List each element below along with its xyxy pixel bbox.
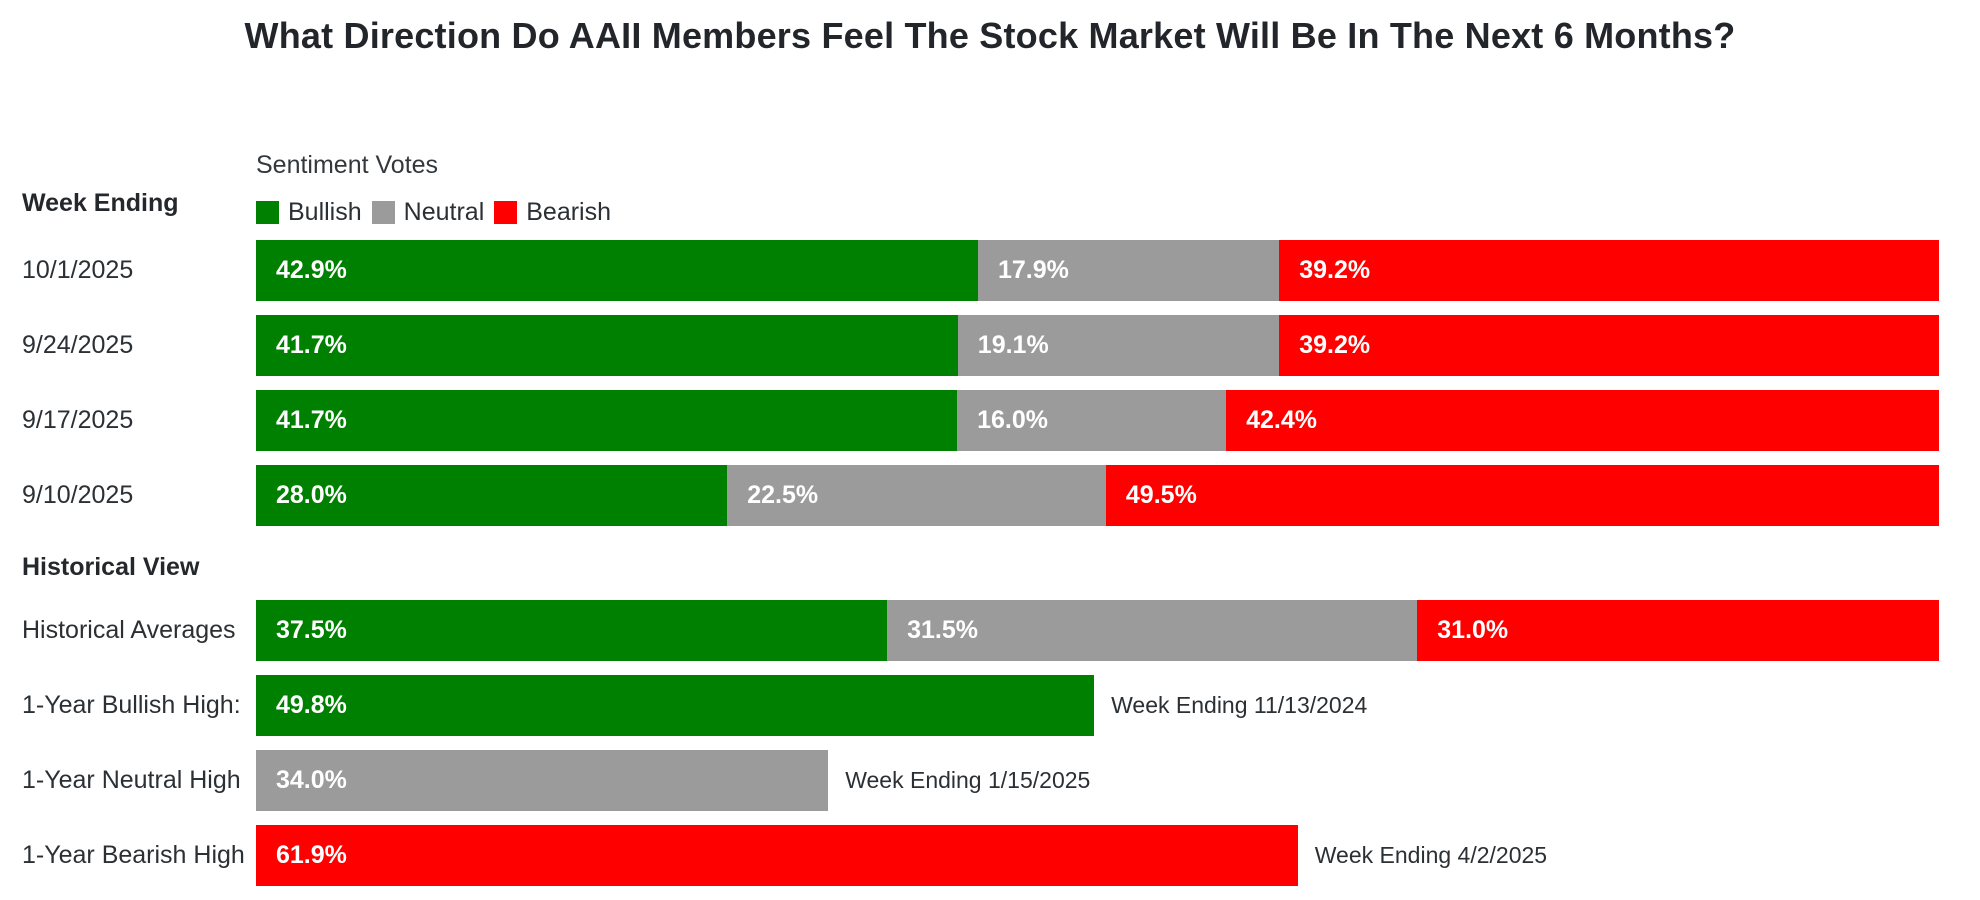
row-date-label: 9/24/2025 — [22, 331, 134, 359]
row-label: 1-Year Bearish High — [22, 841, 245, 869]
sentiment-bar-track: 42.9% 17.9% 39.2% — [256, 240, 1939, 301]
bar-segment-neutral: 22.5% — [727, 465, 1106, 526]
row-date-label: 9/17/2025 — [22, 406, 134, 434]
bar-value-label: 42.4% — [1246, 406, 1318, 434]
bar-segment-bullish: 41.7% — [256, 390, 958, 451]
bar-segment-bearish: 61.9% — [256, 825, 1298, 886]
legend-label-bullish: Bullish — [288, 198, 362, 226]
sentiment-bar-track: 41.7% 16.0% 42.4% — [256, 390, 1939, 451]
historical-averages-row: Historical Averages 37.5% 31.5% 31.0% — [0, 600, 1939, 661]
legend-swatch-bullish-icon — [256, 201, 279, 224]
bar-value-label: 42.9% — [276, 256, 347, 284]
legend-swatch-bearish-icon — [494, 201, 518, 224]
chart-title: What Direction Do AAII Members Feel The … — [244, 15, 1736, 56]
weekly-sentiment-row: 9/10/2025 28.0% 22.5% 49.5% — [0, 465, 1939, 526]
bar-value-label: 28.0% — [276, 481, 347, 509]
bar-segment-neutral: 34.0% — [256, 750, 829, 811]
sentiment-bar-track: 41.7% 19.1% 39.2% — [256, 315, 1939, 376]
legend: Sentiment Votes Bullish Neutral Bearish — [256, 150, 621, 226]
bar-value-label: 22.5% — [747, 481, 819, 509]
bar-value-label: 49.5% — [1125, 481, 1197, 509]
bar-value-label: 16.0% — [977, 406, 1048, 434]
bar-value-label: 31.5% — [907, 616, 979, 644]
bar-value-label: 41.7% — [276, 406, 347, 434]
sentiment-bar-track: 49.8% Week Ending 11/13/2024 — [256, 675, 1939, 736]
historical-rows-section: Historical Averages 37.5% 31.5% 31.0% 1-Year… — [0, 600, 1939, 900]
row-label: 1-Year Neutral High — [22, 766, 241, 794]
bar-value-label: 49.8% — [276, 691, 347, 719]
weekly-sentiment-row: 10/1/2025 42.9% 17.9% 39.2% — [0, 240, 1939, 301]
bar-segment-neutral: 17.9% — [978, 240, 1280, 301]
bar-value-label: 19.1% — [977, 331, 1049, 359]
bar-segment-bearish: 39.2% — [1279, 315, 1939, 376]
bar-segment-neutral: 31.5% — [887, 600, 1418, 661]
bar-segment-bullish: 42.9% — [256, 240, 978, 301]
weekly-sentiment-row: 9/24/2025 41.7% 19.1% 39.2% — [0, 315, 1939, 376]
weekly-rows-section: 10/1/2025 42.9% 17.9% 39.2% 9/24/2025 41.7% 19… — [0, 240, 1939, 540]
bar-annotation-label: Week Ending 1/15/2025 — [845, 767, 1091, 793]
legend-swatch-neutral-icon — [371, 201, 395, 224]
bar-annotation-label: Week Ending 11/13/2024 — [1111, 692, 1368, 718]
bar-segment-neutral: 16.0% — [957, 390, 1227, 451]
bar-segment-bullish: 37.5% — [256, 600, 888, 661]
weekly-sentiment-row: 9/17/2025 41.7% 16.0% 42.4% — [0, 390, 1939, 451]
week-ending-column-header: Week Ending — [22, 189, 179, 217]
bar-value-label: 41.7% — [276, 331, 347, 359]
bar-value-label: 17.9% — [998, 256, 1069, 284]
bar-segment-bullish: 49.8% — [256, 675, 1095, 736]
bar-segment-bearish: 39.2% — [1279, 240, 1939, 301]
bar-segment-bearish: 31.0% — [1417, 600, 1939, 661]
sentiment-bar-track: 34.0% Week Ending 1/15/2025 — [256, 750, 1939, 811]
bar-segment-bearish: 42.4% — [1226, 390, 1939, 451]
bar-segment-bullish: 41.7% — [256, 315, 958, 376]
historical-view-header: Historical View — [22, 553, 200, 581]
historical-extreme-row: 1-Year Bullish High: 49.8% Week Ending 11/… — [0, 675, 1939, 736]
row-label: 1-Year Bullish High: — [22, 691, 241, 719]
historical-extreme-row: 1-Year Neutral High 34.0% Week Ending 1/15… — [0, 750, 1939, 811]
legend-label-bearish: Bearish — [526, 198, 612, 226]
row-label: Historical Averages — [22, 616, 236, 644]
legend-label-neutral: Neutral — [403, 198, 485, 226]
bar-value-label: 39.2% — [1299, 256, 1371, 284]
historical-extreme-row: 1-Year Bearish High 61.9% Week Ending 4/2/… — [0, 825, 1939, 886]
bar-annotation-label: Week Ending 4/2/2025 — [1314, 842, 1548, 868]
bar-segment-neutral: 19.1% — [957, 315, 1280, 376]
bar-value-label: 39.2% — [1299, 331, 1371, 359]
sentiment-bar-track: 61.9% Week Ending 4/2/2025 — [256, 825, 1939, 886]
sentiment-bar-track: 37.5% 31.5% 31.0% — [256, 600, 1939, 661]
bar-value-label: 61.9% — [276, 841, 347, 869]
row-date-label: 9/10/2025 — [22, 481, 134, 509]
bar-value-label: 37.5% — [276, 616, 347, 644]
bar-segment-bearish: 49.5% — [1105, 465, 1939, 526]
sentiment-bar-track: 28.0% 22.5% 49.5% — [256, 465, 1939, 526]
bar-value-label: 31.0% — [1437, 616, 1509, 644]
legend-items: Bullish Neutral Bearish — [256, 198, 621, 226]
bar-segment-bullish: 28.0% — [256, 465, 728, 526]
legend-title: Sentiment Votes — [256, 151, 439, 179]
bar-value-label: 34.0% — [276, 766, 347, 794]
row-date-label: 10/1/2025 — [22, 256, 134, 284]
